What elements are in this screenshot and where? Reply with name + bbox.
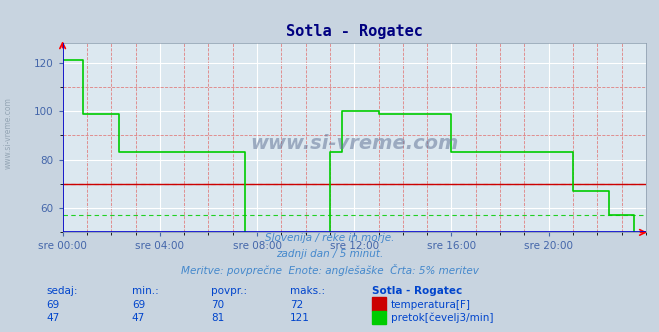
Text: sedaj:: sedaj: (46, 286, 78, 296)
Text: 69: 69 (46, 300, 59, 310)
Text: 47: 47 (46, 313, 59, 323)
Text: www.si-vreme.com: www.si-vreme.com (250, 134, 459, 153)
Text: Sotla - Rogatec: Sotla - Rogatec (372, 286, 463, 296)
Text: Meritve: povprečne  Enote: anglešaške  Črta: 5% meritev: Meritve: povprečne Enote: anglešaške Črt… (181, 264, 478, 276)
Text: 121: 121 (290, 313, 310, 323)
Text: 81: 81 (211, 313, 224, 323)
Text: povpr.:: povpr.: (211, 286, 247, 296)
Text: zadnji dan / 5 minut.: zadnji dan / 5 minut. (276, 249, 383, 259)
Text: 47: 47 (132, 313, 145, 323)
Text: 72: 72 (290, 300, 303, 310)
Text: 69: 69 (132, 300, 145, 310)
Text: temperatura[F]: temperatura[F] (391, 300, 471, 310)
Text: pretok[čevelj3/min]: pretok[čevelj3/min] (391, 313, 494, 323)
Text: Slovenija / reke in morje.: Slovenija / reke in morje. (265, 233, 394, 243)
Title: Sotla - Rogatec: Sotla - Rogatec (286, 24, 422, 39)
Text: min.:: min.: (132, 286, 159, 296)
Text: www.si-vreme.com: www.si-vreme.com (3, 97, 13, 169)
Text: maks.:: maks.: (290, 286, 325, 296)
Text: 70: 70 (211, 300, 224, 310)
